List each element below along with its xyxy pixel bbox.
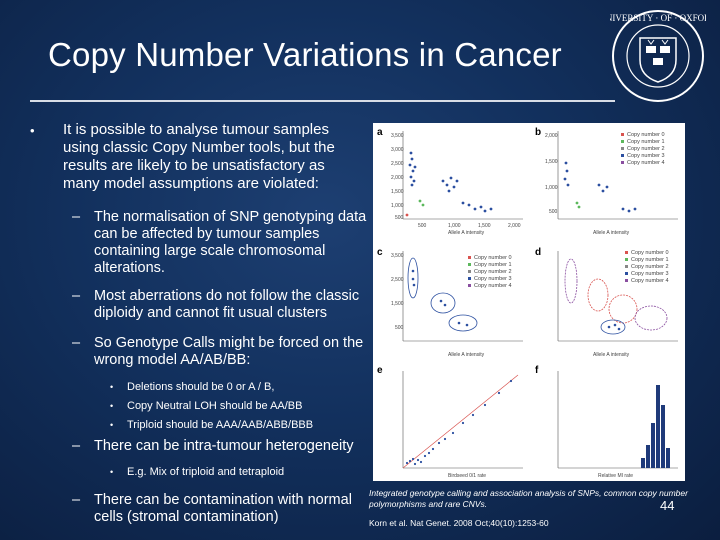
svg-text:500: 500 xyxy=(549,209,558,215)
svg-text:Copy number 3: Copy number 3 xyxy=(631,271,669,277)
svg-text:Copy number 4: Copy number 4 xyxy=(627,160,665,166)
svg-text:Birdseed 0/1 rate: Birdseed 0/1 rate xyxy=(448,473,486,479)
university-seal-logo: UNIVERSITY · OF · OXFORD xyxy=(610,10,706,102)
svg-text:1,500: 1,500 xyxy=(545,159,558,165)
svg-text:Relative MI rate: Relative MI rate xyxy=(598,473,633,479)
svg-text:500: 500 xyxy=(395,325,404,331)
svg-text:Copy number 0: Copy number 0 xyxy=(627,132,665,138)
svg-text:Copy number 0: Copy number 0 xyxy=(474,255,512,261)
panel-c-plot: 3,500 2,500 1,500 500 Allele A intensity Co… xyxy=(391,251,523,358)
slide-title: Copy Number Variations in Cancer xyxy=(48,36,562,73)
dash-marker: – xyxy=(72,492,81,508)
dash-marker: – xyxy=(72,335,81,351)
svg-text:2,000: 2,000 xyxy=(545,133,558,139)
svg-text:c: c xyxy=(377,247,383,258)
svg-text:Copy number 3: Copy number 3 xyxy=(627,153,665,159)
main-bullet-text: It is possible to analyse tumour samples… xyxy=(63,121,335,192)
dash-marker: – xyxy=(72,209,81,225)
page-number: 44 xyxy=(660,498,675,513)
title-underline xyxy=(30,100,615,102)
svg-text:d: d xyxy=(535,247,541,258)
svg-text:Allele A intensity: Allele A intensity xyxy=(448,352,485,358)
svg-text:1,000: 1,000 xyxy=(448,223,461,229)
svg-text:Allele A intensity: Allele A intensity xyxy=(593,230,630,236)
svg-text:1,500: 1,500 xyxy=(391,189,404,195)
svg-text:2,500: 2,500 xyxy=(391,277,404,283)
svg-text:3,500: 3,500 xyxy=(391,133,404,139)
svg-text:a: a xyxy=(377,127,383,138)
svg-text:f: f xyxy=(535,365,539,376)
svg-text:Copy number 2: Copy number 2 xyxy=(627,146,665,152)
svg-text:1,500: 1,500 xyxy=(391,301,404,307)
panel-f-plot: Relative MI rate xyxy=(557,371,678,479)
svg-text:1,000: 1,000 xyxy=(391,203,404,209)
panel-e-plot: Birdseed 0/1 rate xyxy=(402,371,523,479)
panel-d-plot: Allele A intensity Copy number 0 Copy nu… xyxy=(557,250,678,358)
svg-text:1,500: 1,500 xyxy=(478,223,491,229)
svg-text:UNIVERSITY · OF · OXFORD: UNIVERSITY · OF · OXFORD xyxy=(610,13,706,23)
svg-text:Copy number 1: Copy number 1 xyxy=(631,257,669,263)
svg-text:500: 500 xyxy=(395,215,404,221)
svg-text:Allele A intensity: Allele A intensity xyxy=(593,352,630,358)
citation-reference: Korn et al. Nat Genet. 2008 Oct;40(10):1… xyxy=(369,518,549,528)
figure-panels: 3,500 3,000 2,500 2,000 1,500 1,000 500 500 1,… xyxy=(373,123,685,481)
panel-b-plot: 2,000 1,500 1,000 500 Allele A intensity Co… xyxy=(545,131,678,236)
dash-marker: – xyxy=(72,288,81,304)
svg-text:3,500: 3,500 xyxy=(391,253,404,259)
svg-text:Copy number 2: Copy number 2 xyxy=(474,269,512,275)
svg-text:Copy number 1: Copy number 1 xyxy=(627,139,665,145)
dash-marker: – xyxy=(72,438,81,454)
svg-text:Copy number 0: Copy number 0 xyxy=(631,250,669,256)
svg-text:2,000: 2,000 xyxy=(508,223,521,229)
bullet-marker: • xyxy=(30,123,35,138)
svg-text:Copy number 1: Copy number 1 xyxy=(474,262,512,268)
svg-text:1,000: 1,000 xyxy=(545,185,558,191)
citation-title: Integrated genotype calling and associat… xyxy=(369,488,688,509)
svg-text:2,500: 2,500 xyxy=(391,161,404,167)
svg-text:Copy number 2: Copy number 2 xyxy=(631,264,669,270)
svg-text:500: 500 xyxy=(418,223,427,229)
svg-text:Copy number 3: Copy number 3 xyxy=(474,276,512,282)
svg-text:Allele A intensity: Allele A intensity xyxy=(448,230,485,236)
svg-text:e: e xyxy=(377,365,383,376)
svg-text:b: b xyxy=(535,127,541,138)
svg-text:Copy number 4: Copy number 4 xyxy=(474,283,512,289)
figure-illustration: 3,500 3,000 2,500 2,000 1,500 1,000 500 500 1,… xyxy=(377,127,678,479)
svg-text:2,000: 2,000 xyxy=(391,175,404,181)
panel-a-plot: 3,500 3,000 2,500 2,000 1,500 1,000 500 500 1,… xyxy=(391,131,523,236)
svg-text:Copy number 4: Copy number 4 xyxy=(631,278,669,284)
svg-text:3,000: 3,000 xyxy=(391,147,404,153)
